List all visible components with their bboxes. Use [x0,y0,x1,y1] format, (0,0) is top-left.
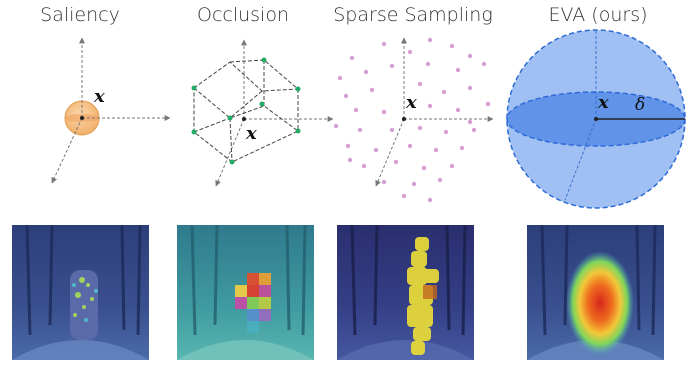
sample-point [421,165,427,171]
sample-point [449,163,455,169]
sample-point [381,41,387,47]
sparse-x-label: x [405,92,417,113]
sample-point [347,157,353,163]
sample-point [389,63,395,69]
sparse-point [402,117,406,121]
sparse-sampling-diagram: x [333,37,494,203]
sample-point [441,89,447,95]
saliency-x-label: x [93,86,105,107]
occlusion-diagram: x [191,39,334,187]
sample-point [417,125,423,131]
sample-point [357,127,363,133]
sample-point [343,93,349,99]
sample-point [443,129,449,135]
saliency-diagram: x [51,37,171,184]
sample-point [485,101,491,107]
sample-point [361,163,367,169]
sample-point [467,85,473,91]
occlusion-axis-down [215,118,245,187]
sample-point [455,107,461,113]
sample-point [417,81,423,87]
sample-point [389,127,395,133]
eva-axis-down [564,118,597,201]
sample-point [373,147,379,153]
saliency-heatmap [12,225,149,360]
sample-point [427,103,433,109]
sample-point [393,159,399,165]
sample-point [425,61,431,67]
saliency-point [80,116,84,120]
sample-point [459,145,465,151]
sample-point [407,49,413,55]
eva-diagram: x δ [506,29,686,209]
occlusion-heatmap [177,225,314,360]
sample-point [467,53,473,59]
eva-point [594,117,598,121]
sample-point [353,107,359,113]
occlusion-vertices [191,57,301,165]
sparse-axis-down [375,118,405,187]
eva-title: EVA (ours) [548,4,648,26]
occlusion-title: Occlusion [196,4,289,26]
sample-point [433,147,439,153]
eva-x-label: x [597,92,609,113]
saliency-axis-down [51,117,83,184]
sample-point [437,177,443,183]
sample-point [427,197,433,203]
sample-point [449,43,455,49]
saliency-title: Saliency [40,4,120,26]
eva-heatmap [527,225,664,360]
sample-point [333,123,339,129]
sample-point [381,179,387,185]
sample-point [411,181,417,187]
sample-point [345,143,351,149]
sample-points [333,37,491,203]
sample-point [349,55,355,61]
sparse-sampling-heatmap [337,225,474,360]
sample-point [401,193,407,199]
occlusion-point [242,117,246,121]
occlusion-x-label: x [245,123,257,144]
sample-point [337,75,343,81]
sample-point [381,109,387,115]
sample-point [363,69,369,75]
eva-delta-label: δ [635,95,645,115]
sample-point [481,61,487,67]
sample-point [427,37,433,43]
sample-point [407,143,413,149]
occlusion-cube [193,59,300,163]
sample-point [471,127,477,133]
sample-point [369,87,375,93]
sparse-sampling-title: Sparse Sampling [333,4,493,26]
sample-point [467,119,473,125]
sample-point [455,67,461,73]
